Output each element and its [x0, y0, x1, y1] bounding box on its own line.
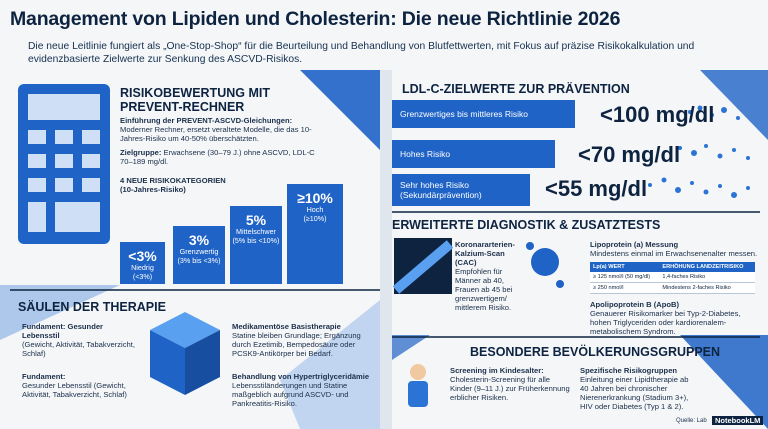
calculator-screen [28, 94, 100, 120]
text-block: Screening im Kindesalter: Cholesterin-Sc… [450, 366, 570, 402]
header-cell: ERHÖHUNG LANDZEITRISIKO [659, 262, 755, 272]
corner-triangle [392, 335, 430, 360]
risk-step: <3% Niedrig (<3%) [120, 242, 165, 284]
artery-vessel [392, 240, 454, 294]
text-block: Einführung der PREVENT-ASCVD-Gleichungen… [120, 116, 320, 143]
lpa-table: Lp(a) WERT ERHÖHUNG LANDZEITRISIKO ≥ 125… [590, 262, 755, 294]
molecule-icon [526, 242, 534, 250]
divider [380, 70, 392, 429]
risk-step: 3% Grenzwertig (3% bis <3%) [173, 226, 225, 284]
table-row: ≥ 125 nmol/l (50 mg/dl) 1,4-faches Risik… [590, 272, 755, 283]
risk-value: ≥10% [297, 190, 333, 206]
label: Lipoprotein (a) Messung [590, 240, 679, 249]
label: Fundament: Gesunder Lebensstil [22, 322, 104, 340]
subtitle: Die neue Leitlinie fungiert als „One-Sto… [28, 41, 695, 65]
child-icon [410, 364, 426, 380]
calculator-keys [28, 130, 100, 232]
title: Management von Lipiden und Cholesterin: … [10, 8, 621, 30]
risk-name: Grenzwertig [179, 247, 219, 256]
target-value: <100 mg/dl [600, 102, 715, 127]
risk-name: Mittelschwer [236, 227, 276, 236]
molecule-icon [556, 280, 564, 288]
text: Cholesterin-Screening für alle Kinder (9… [450, 375, 570, 402]
text-block: Apolipoprotein B (ApoB) Genauerer Risiko… [590, 300, 760, 336]
label: Koronararterien-Kalzium-Scan (CAC) [455, 240, 515, 267]
text-block: Lipoprotein (a) Messung Mindestens einma… [590, 240, 760, 258]
section-heading: SÄULEN DER THERAPIE [18, 300, 166, 314]
molecule-icon [531, 248, 559, 276]
label: Einführung der PREVENT-ASCVD-Gleichungen… [120, 116, 293, 125]
risk-name: Niedrig [131, 263, 154, 272]
risk-range: (3% bis <3%) [177, 255, 221, 265]
text-block: Spezifische Risikogruppen Einleitung ein… [580, 366, 690, 411]
text: Moderner Rechner, ersetzt veraltete Mode… [120, 125, 312, 143]
risk-range: (≥10%) [303, 213, 327, 223]
risk-step: ≥10% Hoch (≥10%) [287, 184, 343, 284]
section-heading: ERWEITERTE DIAGNOSTIK & ZUSATZTESTS [392, 218, 661, 232]
text-block: Behandlung von Hypertriglyceridämie Lebe… [232, 372, 380, 408]
target-value: <70 mg/dl [578, 142, 681, 167]
target-value: <55 mg/dl [545, 176, 648, 201]
text: Einleitung einer Lipidtherapie ab 40 Jah… [580, 375, 689, 411]
source: Quelle: Lab [676, 418, 707, 424]
corner-triangle [280, 300, 380, 429]
section-heading: BESONDERE BEVÖLKERUNGSGRUPPEN [470, 345, 721, 359]
risk-band: Grenzwertiges bis mittleres Risiko [392, 100, 575, 128]
text: Mindestens einmal im Erwachsenenalter me… [590, 249, 758, 258]
subheading: 4 NEUE RISIKOKATEGORIEN [120, 176, 226, 185]
risk-name: Hoch [306, 205, 324, 214]
corner-triangle [300, 70, 380, 150]
text: Lebensstiländerungen und Statine maßgebl… [232, 381, 349, 408]
text-block: Fundament: Gesunder Lebensstil (Gewicht,… [22, 322, 142, 358]
text: (Gewicht, Aktivität, Tabakverzicht, Schl… [22, 340, 135, 358]
label: Behandlung von Hypertriglyceridämie [232, 372, 370, 381]
text: Empfohlen für Männer ab 40, Frauen ab 45… [455, 267, 513, 312]
section-heading: LDL-C-ZIELWERTE ZUR PRÄVENTION [402, 82, 630, 96]
child-icon [408, 381, 428, 407]
risk-value: <3% [128, 248, 157, 264]
label: Spezifische Risikogruppen [580, 366, 678, 375]
table-row: ≥ 250 nmol/l Mindestens 2-faches Risiko [590, 282, 755, 294]
text: Statine bleiben Grundlage; Ergänzung dur… [232, 331, 361, 358]
cell: ≥ 250 nmol/l [590, 282, 660, 294]
section-heading: RISIKOBEWERTUNG MIT PREVENT-RECHNER [120, 86, 270, 114]
therapy-cubes [150, 312, 220, 395]
corner-triangle [680, 335, 768, 429]
table-header: Lp(a) WERT ERHÖHUNG LANDZEITRISIKO [590, 262, 755, 272]
cell: ≥ 125 nmol/l (50 mg/dl) [590, 272, 660, 283]
label: Zielgruppe: [120, 148, 162, 157]
cell: 1,4-faches Risiko [659, 272, 755, 283]
label: Medikamentöse Basistherapie [232, 322, 341, 331]
risk-range: (<3%) [132, 271, 153, 281]
risk-range: (5% bis <10%) [232, 235, 280, 245]
text: Gesunder Lebensstil (Gewicht, Aktivität,… [22, 381, 127, 399]
cell: Mindestens 2-faches Risiko [659, 282, 755, 294]
label: Screening im Kindesalter: [450, 366, 544, 375]
subheading: (10-Jahres-Risiko) [120, 185, 186, 194]
label: Fundament: [22, 372, 66, 381]
text: Erwachsene (30–79 J.) ohne ASCVD, LDL-C … [120, 148, 315, 166]
risk-band: Hohes Risiko [392, 140, 555, 168]
corner-triangle [0, 285, 120, 340]
label: Apolipoprotein B (ApoB) [590, 300, 679, 309]
risk-value: 3% [188, 232, 210, 248]
text-block: Zielgruppe: Erwachsene (30–79 J.) ohne A… [120, 148, 320, 166]
brand: NotebookLM [712, 416, 764, 425]
risk-band: Sehr hohes Risiko (Sekundärprävention) [392, 174, 530, 206]
text-block: Fundament: Gesunder Lebensstil (Gewicht,… [22, 372, 142, 399]
risk-value: 5% [245, 212, 267, 228]
text: Genauerer Risikomarker bei Typ-2-Diabete… [590, 309, 741, 336]
text-block: Medikamentöse Basistherapie Statine blei… [232, 322, 380, 358]
risk-step: 5% Mittelschwer (5% bis <10%) [230, 206, 282, 284]
text-block: Koronararterien-Kalzium-Scan (CAC) Empfo… [455, 240, 527, 312]
header-cell: Lp(a) WERT [590, 262, 660, 272]
dot-decoration [648, 105, 750, 198]
corner-triangle [700, 70, 768, 140]
